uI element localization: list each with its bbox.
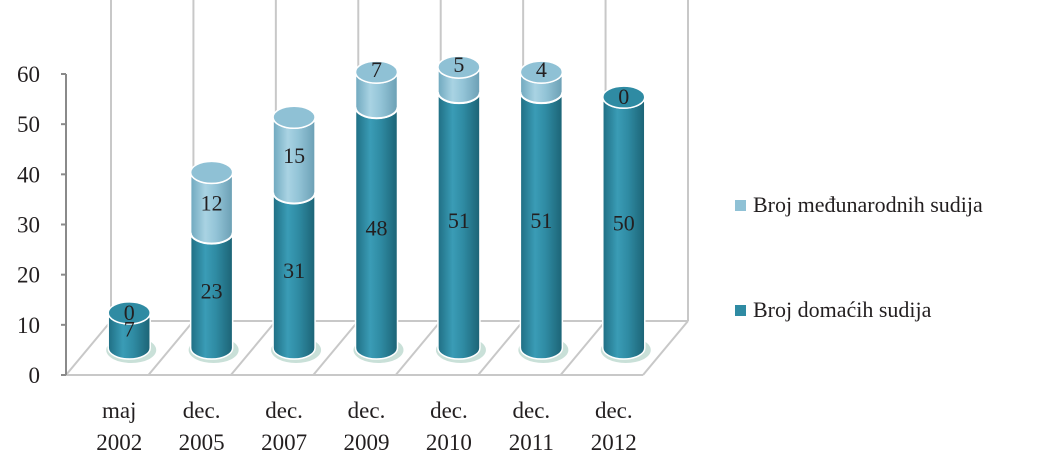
data-label-international: 5 [453, 52, 464, 77]
bar-top-cap [107, 301, 151, 325]
y-tick-label: 30 [17, 213, 40, 238]
bar-group: 70 [106, 300, 157, 363]
legend: Broj međunarodnih sudija Broj domaćih su… [735, 0, 1045, 457]
x-tick-label: maj [102, 398, 137, 423]
floor-divider [394, 320, 442, 376]
bar-top-cap [519, 60, 564, 84]
bar-group: 23 12 [188, 160, 239, 363]
legend-item-international: Broj međunarodnih sudija [735, 192, 983, 218]
bar-top-cap [354, 60, 399, 84]
bar-group: 51 5 [435, 52, 486, 363]
bar-group: 51 4 [518, 57, 569, 363]
bar-group: 48 7 [353, 57, 404, 363]
x-tick-label: dec. [265, 398, 303, 423]
legend-swatch-international [735, 199, 746, 211]
segment-boundary [519, 92, 564, 105]
data-label-domestic: 51 [448, 208, 470, 233]
y-tick-label: 40 [17, 162, 40, 187]
y-axis: 0 10 20 30 40 50 60 [17, 62, 67, 388]
bar-top-cap [272, 105, 316, 129]
floor-divider [230, 320, 277, 376]
bar-group: 50 0 [600, 84, 651, 363]
bar-top-cap [189, 160, 234, 185]
y-tick-label: 10 [17, 313, 40, 338]
y-tick-label: 60 [17, 62, 40, 87]
floor-divider [477, 320, 524, 376]
data-label-international: 12 [201, 191, 223, 216]
x-tick-label: dec. [595, 398, 633, 423]
segment-boundary [436, 92, 481, 105]
legend-label-domestic: Broj domaćih sudija [753, 297, 932, 322]
data-label-domestic: 23 [201, 278, 223, 303]
legend-swatch-domestic [735, 304, 746, 316]
floor-divider [559, 320, 607, 376]
bar-group: 31 15 [271, 105, 322, 363]
data-label-domestic: 7 [124, 316, 135, 341]
y-tick-label: 0 [29, 363, 41, 388]
x-tick-label: dec. [513, 398, 551, 423]
legend-item-domestic: Broj domaćih sudija [735, 297, 931, 323]
data-label-international: 15 [283, 143, 305, 168]
data-label-international: 0 [124, 300, 135, 325]
floor-right-edge [642, 320, 689, 376]
segment-boundary [189, 232, 234, 245]
data-label-domestic: 50 [613, 211, 635, 236]
x-tick-label: 2002 [96, 430, 142, 455]
data-label-international: 4 [536, 57, 547, 82]
segment-boundary [354, 107, 399, 120]
data-label-domestic: 51 [530, 208, 552, 233]
floor-divider [312, 320, 360, 376]
data-label-international: 7 [371, 57, 382, 82]
x-tick-label: dec. [183, 398, 221, 423]
bar-top-cap [437, 55, 481, 79]
x-tick-label: 2011 [509, 430, 554, 455]
y-tick-label: 50 [17, 112, 40, 137]
x-tick-label: dec. [430, 398, 468, 423]
x-tick-label: 2010 [426, 430, 472, 455]
x-tick-label: dec. [348, 398, 386, 423]
y-tick-label: 20 [17, 263, 40, 288]
x-tick-label: 2009 [344, 430, 390, 455]
legend-label-international: Broj međunarodnih sudija [753, 192, 983, 217]
data-label-domestic: 48 [366, 216, 388, 241]
floor-divider [147, 320, 195, 376]
x-axis: maj 2002 dec. 2005 dec. 2007 dec. 2009 dec. 2010 d… [96, 398, 637, 455]
floor-left-edge [65, 320, 112, 376]
x-tick-label: 2005 [179, 430, 225, 455]
bar-top-cap [602, 85, 646, 109]
x-tick-label: 2007 [261, 430, 307, 455]
data-label-domestic: 31 [283, 258, 305, 283]
segment-boundary [272, 192, 317, 205]
x-tick-label: 2012 [591, 430, 637, 455]
data-label-international: 0 [618, 84, 629, 109]
